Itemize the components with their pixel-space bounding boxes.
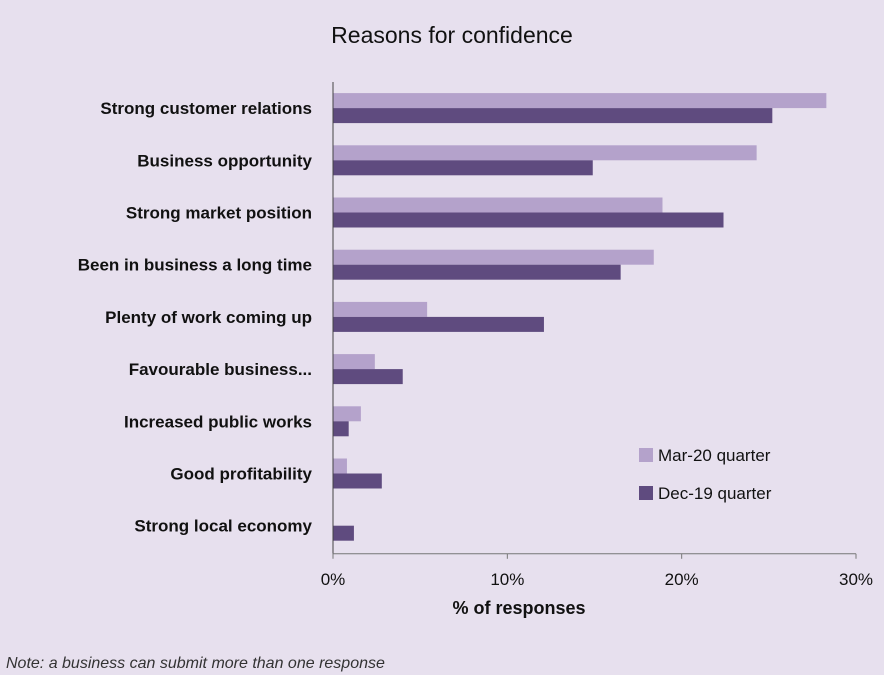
bar-dec19 <box>333 473 382 489</box>
bar-mar20 <box>333 406 361 422</box>
chart-title: Reasons for confidence <box>331 22 573 48</box>
footnote: Note: a business can submit more than on… <box>6 655 385 672</box>
legend-swatch <box>639 448 653 462</box>
bar-dec19 <box>333 212 724 228</box>
bar-dec19 <box>333 108 773 124</box>
category-label: Good profitability <box>170 465 312 484</box>
legend: Mar-20 quarter Dec-19 quarter <box>639 446 772 503</box>
category-label: Strong market position <box>126 204 312 223</box>
bar-mar20 <box>333 354 375 370</box>
category-label: Strong local economy <box>134 517 312 536</box>
bar-mar20 <box>333 301 428 317</box>
category-label: Favourable business... <box>129 360 312 379</box>
bar-dec19 <box>333 316 544 332</box>
bar-dec19 <box>333 160 593 176</box>
x-tick-label: 0% <box>321 570 346 589</box>
bar-dec19 <box>333 421 349 437</box>
x-ticks: 0% 10% 20% 30% <box>321 553 873 589</box>
legend-label: Mar-20 quarter <box>658 446 771 465</box>
x-tick-label: 10% <box>490 570 524 589</box>
bar-mar20 <box>333 197 663 213</box>
category-label: Increased public works <box>124 412 312 431</box>
bars-group <box>333 93 827 541</box>
category-label: Plenty of work coming up <box>105 308 312 327</box>
legend-label: Dec-19 quarter <box>658 484 772 503</box>
legend-swatch <box>639 486 653 500</box>
bar-dec19 <box>333 525 354 541</box>
x-tick-label: 20% <box>665 570 699 589</box>
category-labels: Strong customer relations Business opport… <box>78 99 313 536</box>
category-label: Been in business a long time <box>78 256 312 275</box>
category-label: Business opportunity <box>137 151 312 170</box>
category-label: Strong customer relations <box>100 99 312 118</box>
bar-mar20 <box>333 93 827 109</box>
bar-mar20 <box>333 249 654 265</box>
x-tick-label: 30% <box>839 570 873 589</box>
bar-dec19 <box>333 369 403 385</box>
x-axis-label: % of responses <box>452 598 585 618</box>
bar-mar20 <box>333 145 757 161</box>
bar-dec19 <box>333 264 621 280</box>
bar-mar20 <box>333 458 347 474</box>
